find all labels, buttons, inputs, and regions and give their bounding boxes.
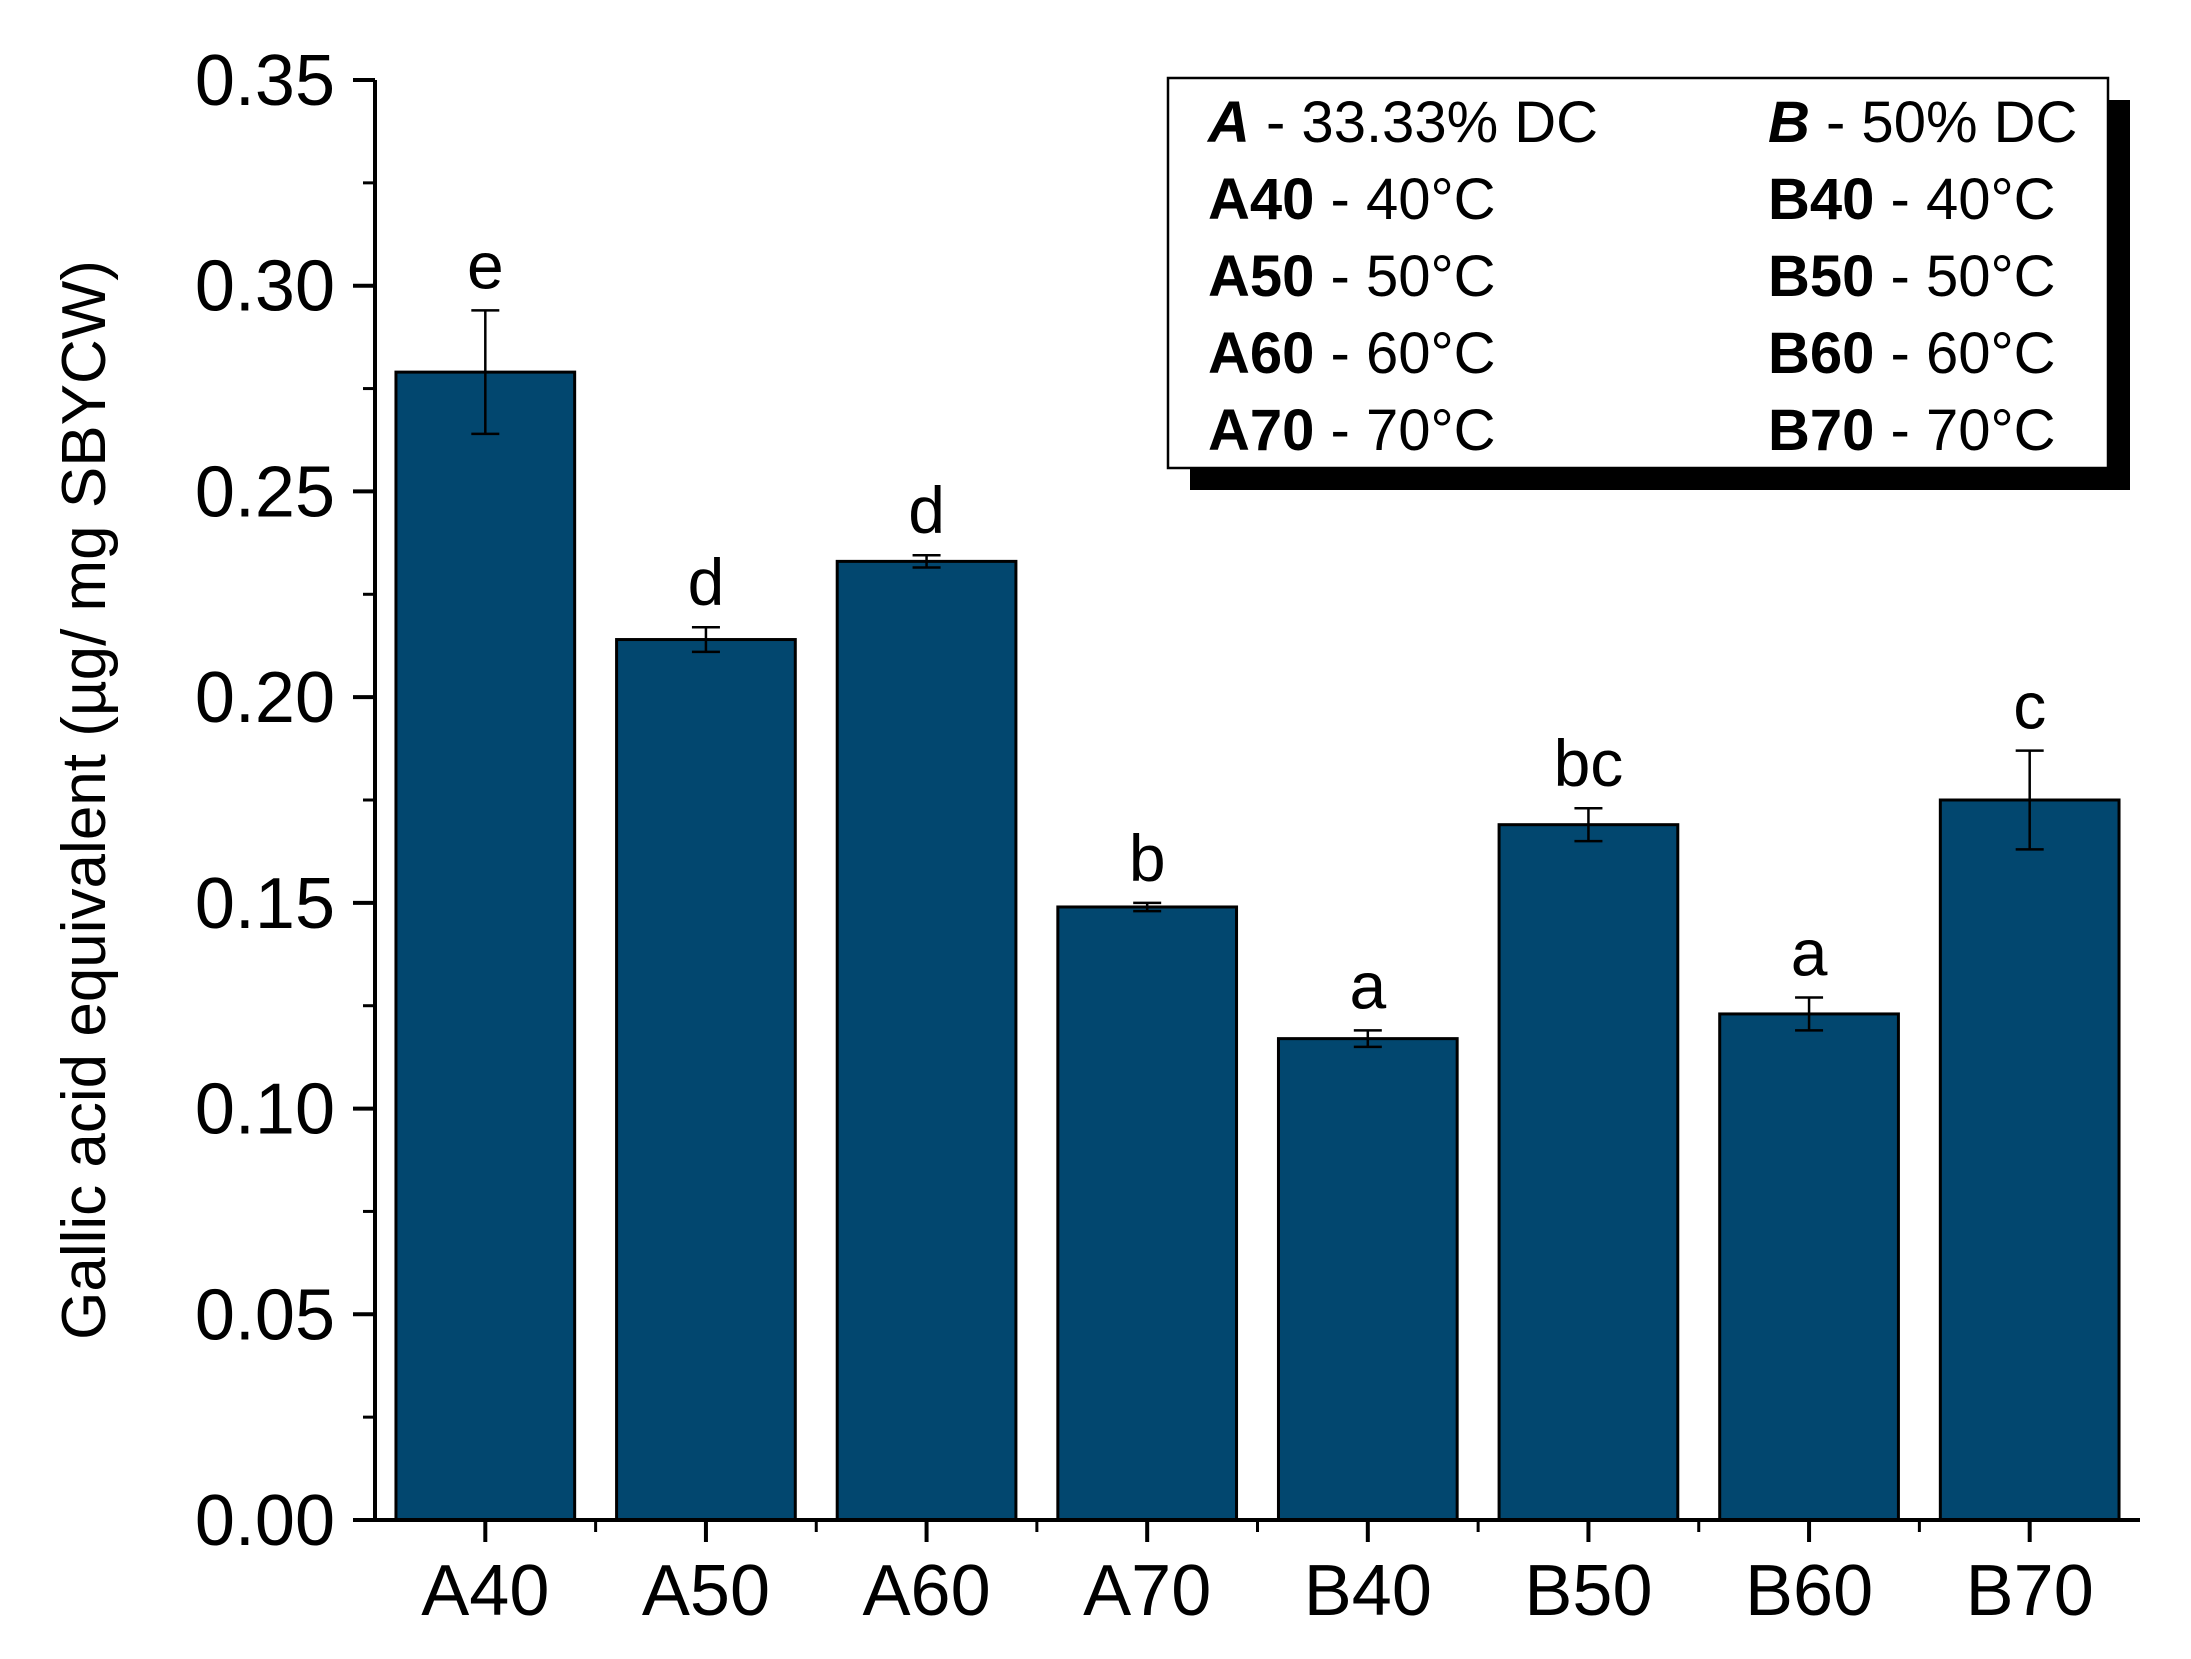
error-bar-b60: [1795, 996, 1824, 1032]
legend-entry-b60: B60 - 60°C: [1768, 321, 2056, 386]
y-tick-label: 0.25: [195, 452, 335, 532]
bars-layer: [394, 370, 2121, 1522]
legend-key: A40: [1208, 167, 1314, 232]
bar-b40: [1276, 1037, 1459, 1522]
y-tick-label: 0.30: [195, 247, 335, 327]
legend-description: - 70°C: [1874, 398, 2055, 463]
y-ticks-layer: 0.00 0.05 0.10 0.15 0.20 0.25 0.30 0.35: [195, 41, 375, 1561]
legend-entry-b: B - 50% DC: [1768, 90, 2077, 155]
y-axis-title: Gallic acid equivalent (µg/ mg SBYCW): [50, 260, 119, 1340]
error-bar-b50: [1574, 806, 1603, 843]
legend-description: - 50°C: [1874, 244, 2055, 309]
significance-label-b50: bc: [1554, 726, 1624, 800]
y-tick-label: 0.00: [195, 1481, 335, 1561]
significance-label-b60: a: [1791, 915, 1828, 989]
legend-description: - 60°C: [1314, 321, 1495, 386]
legend-key: A50: [1208, 244, 1314, 309]
bar-b60: [1718, 1012, 1900, 1522]
x-ticks-layer: A40 A50 A60 A70 B40 B50 B60 B70: [421, 1520, 2094, 1631]
significance-label-a50: d: [688, 545, 725, 619]
legend-key: A60: [1208, 321, 1314, 386]
bar-a60: [835, 559, 1018, 1522]
error-bar-a70: [1133, 901, 1162, 913]
legend-entry-b50: B50 - 50°C: [1768, 244, 2056, 309]
legend-key: B40: [1768, 167, 1874, 232]
bar-a50: [615, 638, 797, 1522]
legend-entry-b40: B40 - 40°C: [1768, 167, 2056, 232]
legend-description: - 40°C: [1874, 167, 2055, 232]
legend-description: - 33.33% DC: [1250, 90, 1598, 155]
legend-key: B50: [1768, 244, 1874, 309]
legend-key: B70: [1768, 398, 1874, 463]
legend-entry-a40: A40 - 40°C: [1208, 167, 1496, 232]
y-tick-label: 0.10: [195, 1070, 335, 1150]
bar-b50: [1497, 823, 1680, 1522]
legend-entry-a70: A70 - 70°C: [1208, 398, 1496, 463]
legend-description: - 40°C: [1314, 167, 1495, 232]
legend-description: - 50% DC: [1810, 90, 2078, 155]
x-tick-label-b70: B70: [1966, 1551, 2094, 1631]
bar-a70: [1056, 905, 1239, 1522]
legend-description: - 50°C: [1314, 244, 1495, 309]
legend-key: A70: [1208, 398, 1314, 463]
bar-b70: [1938, 798, 2121, 1522]
y-tick-label: 0.20: [195, 658, 335, 738]
legend-entry-a60: A60 - 60°C: [1208, 321, 1496, 386]
significance-labels-layer: e d d b a bc a c: [467, 228, 2046, 1022]
y-tick-label: 0.05: [195, 1275, 335, 1355]
significance-label-a60: d: [908, 473, 945, 547]
x-tick-label-b60: B60: [1745, 1551, 1873, 1631]
bar-a40: [394, 370, 577, 1522]
error-bars-layer: [471, 309, 2044, 1049]
significance-label-a40: e: [467, 228, 504, 302]
error-bar-b70: [2015, 749, 2044, 851]
significance-label-a70: b: [1129, 821, 1166, 895]
x-tick-label-a70: A70: [1083, 1551, 1211, 1631]
x-tick-label-a40: A40: [421, 1551, 549, 1631]
legend-key: B: [1768, 90, 1810, 155]
error-bar-a50: [691, 625, 720, 654]
legend-description: - 60°C: [1874, 321, 2055, 386]
legend-key: B60: [1768, 321, 1874, 386]
legend-entry-a50: A50 - 50°C: [1208, 244, 1496, 309]
x-tick-label-b50: B50: [1524, 1551, 1652, 1631]
error-bar-a60: [912, 553, 941, 569]
x-tick-label-b40: B40: [1304, 1551, 1432, 1631]
y-tick-label: 0.15: [195, 864, 335, 944]
x-tick-label-a50: A50: [642, 1551, 770, 1631]
legend-key: A: [1206, 90, 1250, 155]
legend-entry-a: A - 33.33% DC: [1206, 90, 1598, 155]
legend-entry-b70: B70 - 70°C: [1768, 398, 2056, 463]
significance-label-b40: a: [1349, 948, 1386, 1022]
error-bar-a40: [471, 309, 500, 436]
significance-label-b70: c: [2013, 669, 2046, 743]
error-bar-b40: [1353, 1029, 1382, 1049]
legend-description: - 70°C: [1314, 398, 1495, 463]
y-tick-label: 0.35: [195, 41, 335, 121]
x-tick-label-a60: A60: [863, 1551, 991, 1631]
legend-box: [1166, 76, 2110, 470]
